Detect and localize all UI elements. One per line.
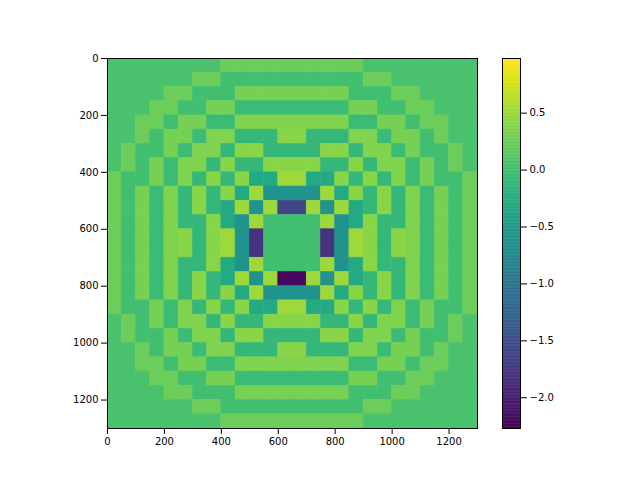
svg-text:−1.0: −1.0 [530,278,554,289]
svg-text:600: 600 [269,436,288,447]
svg-text:−1.5: −1.5 [530,335,554,346]
svg-text:0: 0 [92,53,98,64]
svg-text:600: 600 [79,223,98,234]
svg-text:0.5: 0.5 [530,107,546,118]
svg-text:400: 400 [79,167,98,178]
svg-text:−2.0: −2.0 [530,392,554,403]
svg-text:400: 400 [212,436,231,447]
svg-text:1200: 1200 [73,394,98,405]
svg-text:800: 800 [79,280,98,291]
svg-text:200: 200 [155,436,174,447]
svg-text:0.0: 0.0 [530,164,546,175]
svg-text:200: 200 [79,110,98,121]
svg-text:800: 800 [326,436,345,447]
svg-text:−0.5: −0.5 [530,221,554,232]
svg-text:0: 0 [104,436,110,447]
svg-text:1000: 1000 [379,436,404,447]
svg-text:1200: 1200 [436,436,461,447]
svg-text:1000: 1000 [73,337,98,348]
